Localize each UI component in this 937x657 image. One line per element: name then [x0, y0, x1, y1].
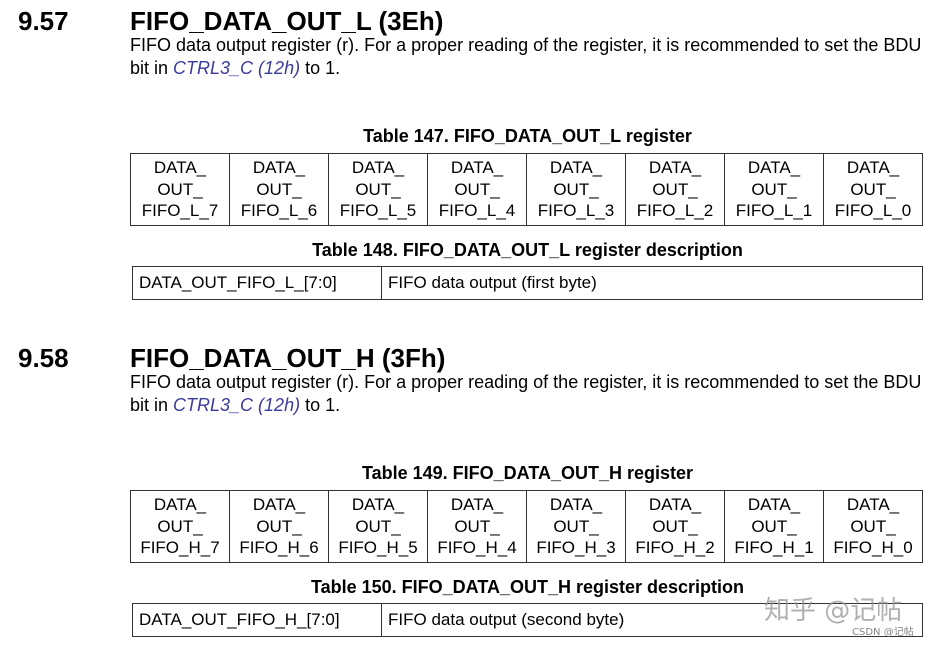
body-text-end: to 1. — [300, 58, 341, 78]
bit-cell: DATA_ OUT_ FIFO_H_2 — [625, 490, 725, 563]
section-number: 9.57 — [18, 6, 69, 36]
body-text: FIFO data output register (r). For a pro… — [130, 372, 922, 415]
description-table-caption: Table 148. FIFO_DATA_OUT_L register desc… — [312, 240, 743, 260]
csdn-watermark: CSDN @记帖 — [852, 627, 914, 638]
body-text: FIFO data output register (r). For a pro… — [130, 35, 922, 78]
register-table-caption: Table 149. FIFO_DATA_OUT_H register — [361, 463, 694, 483]
bit-cell: DATA_ OUT_ FIFO_H_3 — [526, 490, 626, 563]
register-table-caption: Table 147. FIFO_DATA_OUT_L register — [363, 126, 692, 146]
section-number: 9.58 — [18, 343, 69, 373]
body-text-end: to 1. — [300, 395, 341, 415]
section-title: FIFO_DATA_OUT_H (3Fh) — [130, 343, 446, 373]
bit-cell: DATA_ OUT_ FIFO_L_4 — [427, 153, 527, 226]
bit-cell: DATA_ OUT_ FIFO_L_5 — [328, 153, 428, 226]
bit-cell: DATA_ OUT_ FIFO_H_6 — [229, 490, 329, 563]
bit-cell: DATA_ OUT_ FIFO_L_7 — [130, 153, 230, 226]
bit-cell: DATA_ OUT_ FIFO_H_0 — [823, 490, 923, 563]
register-row: DATA_ OUT_ FIFO_L_7 DATA_ OUT_ FIFO_L_6 … — [130, 153, 923, 226]
description-table: DATA_OUT_FIFO_H_[7:0] FIFO data output (… — [132, 603, 923, 637]
section-9-57: 9.57 FIFO_DATA_OUT_L (3Eh) FIFO data out… — [0, 0, 937, 320]
description-row: DATA_OUT_FIFO_H_[7:0] FIFO data output (… — [132, 603, 923, 637]
bit-cell: DATA_ OUT_ FIFO_L_0 — [823, 153, 923, 226]
ctrl3-c-link[interactable]: CTRL3_C (12h) — [173, 58, 301, 78]
section-body: FIFO data output register (r). For a pro… — [130, 34, 930, 80]
section-body: FIFO data output register (r). For a pro… — [130, 371, 930, 417]
field-cell: DATA_OUT_FIFO_H_[7:0] — [132, 603, 382, 637]
register-table: DATA_ OUT_ FIFO_L_7 DATA_ OUT_ FIFO_L_6 … — [130, 153, 923, 226]
description-row: DATA_OUT_FIFO_L_[7:0] FIFO data output (… — [132, 266, 923, 300]
field-cell: DATA_OUT_FIFO_L_[7:0] — [132, 266, 382, 300]
description-cell: FIFO data output (second byte) — [381, 603, 923, 637]
bit-cell: DATA_ OUT_ FIFO_H_1 — [724, 490, 824, 563]
section-9-58: 9.58 FIFO_DATA_OUT_H (3Fh) FIFO data out… — [0, 337, 937, 657]
bit-cell: DATA_ OUT_ FIFO_L_1 — [724, 153, 824, 226]
bit-cell: DATA_ OUT_ FIFO_H_4 — [427, 490, 527, 563]
register-row: DATA_ OUT_ FIFO_H_7 DATA_ OUT_ FIFO_H_6 … — [130, 490, 923, 563]
description-table: DATA_OUT_FIFO_L_[7:0] FIFO data output (… — [132, 266, 923, 300]
bit-cell: DATA_ OUT_ FIFO_L_6 — [229, 153, 329, 226]
register-table: DATA_ OUT_ FIFO_H_7 DATA_ OUT_ FIFO_H_6 … — [130, 490, 923, 563]
description-cell: FIFO data output (first byte) — [381, 266, 923, 300]
ctrl3-c-link[interactable]: CTRL3_C (12h) — [173, 395, 301, 415]
bit-cell: DATA_ OUT_ FIFO_L_3 — [526, 153, 626, 226]
bit-cell: DATA_ OUT_ FIFO_H_7 — [130, 490, 230, 563]
bit-cell: DATA_ OUT_ FIFO_L_2 — [625, 153, 725, 226]
description-table-caption: Table 150. FIFO_DATA_OUT_H register desc… — [310, 577, 745, 597]
section-title: FIFO_DATA_OUT_L (3Eh) — [130, 6, 444, 36]
bit-cell: DATA_ OUT_ FIFO_H_5 — [328, 490, 428, 563]
zhihu-watermark: 知乎 @记帖 — [764, 596, 903, 626]
